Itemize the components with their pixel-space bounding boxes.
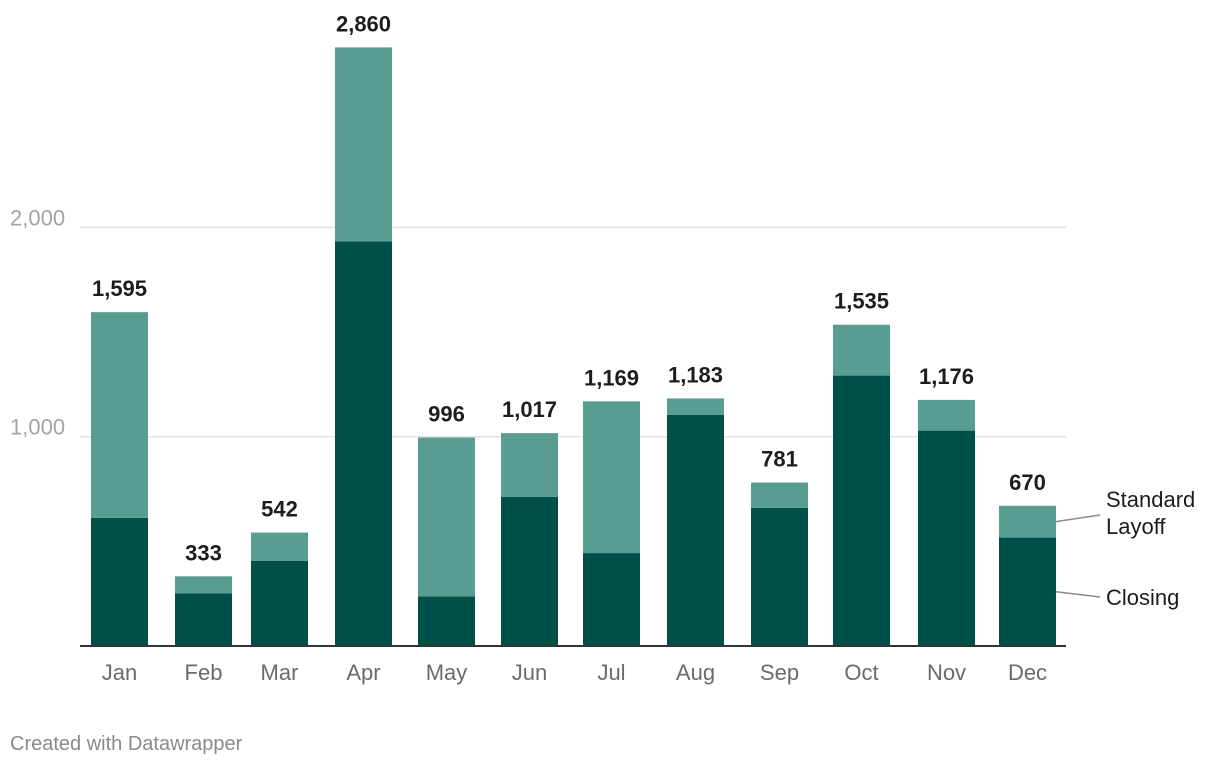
bar-closing-jun — [501, 496, 558, 646]
bar-closing-jan — [91, 517, 148, 646]
bar-standard-layoff-jul — [583, 401, 640, 554]
total-label-jul: 1,169 — [584, 365, 639, 390]
legend-label-line: Standard — [1106, 487, 1195, 512]
datawrapper-credit: Created with Datawrapper — [10, 733, 243, 755]
total-label-jan: 1,595 — [92, 276, 147, 301]
y-tick-label: 1,000 — [10, 415, 65, 440]
legend-label-standard-layoff: Standard Layoff — [1106, 487, 1195, 539]
bar-closing-nov — [918, 430, 975, 646]
bar-standard-layoff-may — [418, 437, 475, 597]
bar-closing-jul — [583, 553, 640, 646]
bar-closing-may — [418, 596, 475, 646]
bar-standard-layoff-oct — [833, 324, 890, 376]
bar-closing-dec — [999, 537, 1056, 646]
total-label-nov: 1,176 — [919, 364, 974, 389]
y-tick-label: 2,000 — [10, 205, 65, 230]
total-label-aug: 1,183 — [668, 362, 723, 387]
total-label-jun: 1,017 — [502, 397, 557, 422]
total-label-may: 996 — [428, 402, 465, 427]
bar-closing-oct — [833, 375, 890, 646]
total-label-apr: 2,860 — [336, 11, 391, 36]
total-label-mar: 542 — [261, 497, 298, 522]
bar-closing-feb — [175, 593, 232, 646]
legend: Standard Layoff Closing — [1055, 487, 1195, 610]
x-tick-label-sep: Sep — [760, 660, 799, 685]
total-label-feb: 333 — [185, 540, 222, 565]
x-tick-label-aug: Aug — [676, 660, 715, 685]
legend-connector-standard-layoff — [1055, 514, 1101, 523]
total-label-oct: 1,535 — [834, 289, 889, 314]
x-tick-label-nov: Nov — [927, 660, 966, 685]
gridlines: 1,000 2,000 — [10, 205, 1066, 440]
x-tick-label-may: May — [426, 660, 468, 685]
bar-standard-layoff-jun — [501, 433, 558, 497]
x-tick-label-apr: Apr — [346, 660, 380, 685]
x-tick-label-jan: Jan — [102, 660, 137, 685]
bar-standard-layoff-apr — [335, 47, 392, 242]
bar-closing-apr — [335, 241, 392, 646]
bar-closing-sep — [751, 507, 808, 646]
bar-standard-layoff-mar — [251, 532, 308, 561]
total-label-dec: 670 — [1009, 470, 1046, 495]
x-tick-label-jul: Jul — [597, 660, 625, 685]
bar-closing-mar — [251, 560, 308, 646]
bar-closing-aug — [667, 414, 724, 646]
x-tick-label-oct: Oct — [844, 660, 878, 685]
bar-standard-layoff-sep — [751, 482, 808, 508]
labels: 1,595 Jan 333 Feb 542 Mar 2,860 Apr 996 May 1,017 J… — [92, 11, 1047, 685]
bar-standard-layoff-feb — [175, 576, 232, 594]
x-tick-label-mar: Mar — [261, 660, 299, 685]
legend-label-closing: Closing — [1106, 585, 1179, 610]
bar-standard-layoff-aug — [667, 398, 724, 415]
x-tick-label-feb: Feb — [185, 660, 223, 685]
x-tick-label-dec: Dec — [1008, 660, 1047, 685]
legend-label-line: Layoff — [1106, 514, 1166, 539]
total-label-sep: 781 — [761, 447, 798, 472]
bars — [91, 47, 1056, 646]
bar-standard-layoff-dec — [999, 505, 1056, 538]
bar-standard-layoff-jan — [91, 312, 148, 518]
legend-connector-closing — [1055, 591, 1101, 598]
bar-standard-layoff-nov — [918, 399, 975, 431]
x-tick-label-jun: Jun — [512, 660, 547, 685]
